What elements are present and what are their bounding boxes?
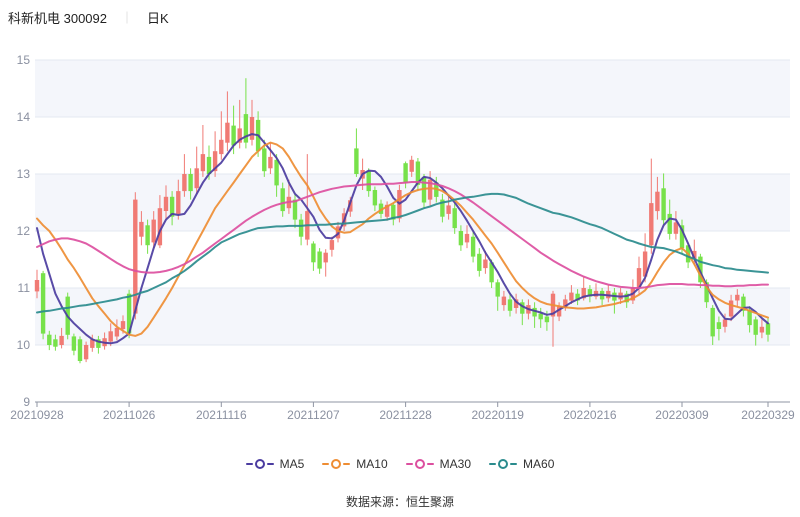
legend-circle-icon: [414, 459, 425, 469]
legend-line-icon: [405, 463, 413, 465]
period-label[interactable]: 日K: [147, 11, 169, 26]
legend-item-ma10[interactable]: MA10: [322, 457, 388, 471]
legend-line-icon: [489, 463, 497, 465]
svg-text:20220216: 20220216: [563, 408, 617, 422]
legend-label: MA5: [279, 457, 305, 471]
legend-circle-icon: [331, 459, 342, 469]
legend-item-ma30[interactable]: MA30: [405, 457, 472, 471]
legend-label: MA10: [356, 457, 388, 471]
legend-item-ma60[interactable]: MA60: [489, 457, 554, 471]
legend-line-icon: [266, 463, 274, 465]
legend-line-icon: [343, 463, 351, 465]
svg-text:20211228: 20211228: [379, 408, 432, 422]
legend-line-icon: [322, 463, 330, 465]
svg-text:20211116: 20211116: [196, 408, 247, 422]
svg-text:9: 9: [23, 395, 30, 409]
legend-line-icon: [510, 463, 518, 465]
svg-text:13: 13: [17, 167, 31, 181]
svg-text:20220309: 20220309: [655, 408, 709, 422]
chart-header: 科新机电 300092 ｜ 日K: [8, 8, 169, 27]
legend-circle-icon: [254, 459, 265, 469]
svg-text:20220329: 20220329: [741, 408, 795, 422]
stock-title: 科新机电 300092: [8, 11, 107, 26]
svg-text:11: 11: [18, 281, 31, 295]
legend-label: MA60: [523, 457, 555, 471]
legend-label: MA30: [439, 457, 472, 471]
svg-text:10: 10: [17, 338, 31, 352]
svg-text:12: 12: [17, 224, 31, 238]
legend-line-icon: [245, 463, 253, 465]
svg-text:20220119: 20220119: [471, 408, 524, 422]
legend-circle-icon: [498, 459, 509, 469]
svg-text:20211207: 20211207: [287, 408, 340, 422]
svg-text:14: 14: [17, 110, 31, 124]
svg-text:15: 15: [17, 53, 31, 67]
svg-text:20211026: 20211026: [103, 408, 156, 422]
data-source-note: 数据来源：恒生聚源: [345, 495, 454, 509]
title-separator: ｜: [121, 11, 134, 25]
legend-item-ma5[interactable]: MA5: [245, 457, 305, 471]
kline-chart: 20210928 20211026 20211116 20211207 20211228…: [10, 53, 795, 422]
chart-legend: MA5 MA10 MA30 MA60: [0, 457, 800, 471]
svg-text:20210928: 20210928: [10, 408, 64, 422]
legend-line-icon: [426, 463, 434, 465]
